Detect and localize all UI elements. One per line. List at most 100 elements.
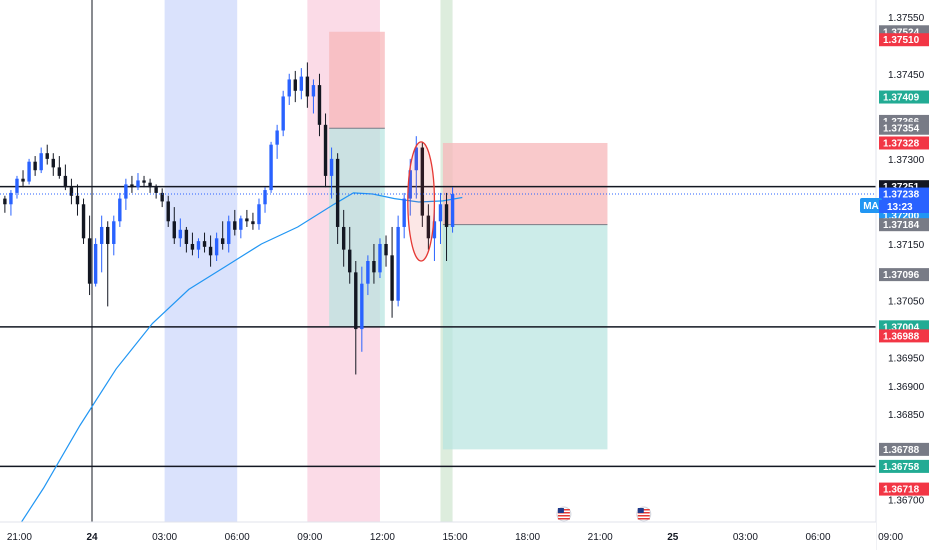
candle[interactable]: [39, 147, 43, 174]
candle-body: [63, 175, 68, 188]
candle[interactable]: [184, 226, 189, 253]
candle[interactable]: [154, 184, 158, 199]
price-badge: 1.37096: [879, 268, 929, 282]
candle[interactable]: [69, 178, 74, 205]
price-badge-label: 1.37200: [883, 211, 920, 222]
candle[interactable]: [287, 73, 291, 105]
candle-body: [227, 221, 231, 244]
candle[interactable]: [323, 113, 328, 188]
candle[interactable]: [166, 195, 170, 227]
candle[interactable]: [450, 187, 455, 233]
economic-event-flag-icon[interactable]: [556, 506, 572, 522]
candle-body: [311, 85, 316, 97]
candle[interactable]: [87, 215, 92, 296]
candle[interactable]: [3, 195, 7, 213]
candle[interactable]: [438, 192, 443, 244]
position-target-zone[interactable]: [442, 224, 608, 450]
position-stop-zone[interactable]: [442, 142, 608, 225]
candle[interactable]: [178, 218, 183, 247]
candle[interactable]: [57, 156, 62, 179]
candle[interactable]: [299, 68, 304, 100]
candle[interactable]: [305, 62, 310, 108]
price-badge: 1.37184: [879, 218, 929, 232]
candle[interactable]: [227, 215, 231, 253]
candle[interactable]: [378, 238, 382, 279]
candle[interactable]: [124, 178, 128, 210]
candle[interactable]: [444, 192, 449, 261]
candle[interactable]: [245, 209, 249, 227]
candle[interactable]: [33, 156, 37, 176]
candle[interactable]: [420, 141, 425, 227]
ma-indicator-tag[interactable]: [860, 198, 882, 213]
time-axis-background[interactable]: [0, 522, 876, 550]
candle[interactable]: [348, 226, 352, 284]
candle[interactable]: [75, 184, 80, 216]
candle[interactable]: [118, 192, 122, 227]
candle[interactable]: [136, 173, 140, 191]
candle[interactable]: [202, 232, 207, 253]
candle[interactable]: [112, 215, 116, 256]
candle[interactable]: [45, 144, 49, 165]
candle[interactable]: [390, 226, 394, 318]
candle[interactable]: [366, 255, 370, 296]
position-stop-zone[interactable]: [329, 31, 385, 129]
candle[interactable]: [293, 70, 297, 103]
candle[interactable]: [354, 261, 358, 375]
candle[interactable]: [160, 188, 164, 208]
candle-body: [281, 96, 285, 131]
candle[interactable]: [269, 141, 273, 193]
candle[interactable]: [311, 79, 316, 114]
candle[interactable]: [426, 204, 431, 250]
candle[interactable]: [93, 238, 98, 287]
candle[interactable]: [233, 209, 237, 236]
candle[interactable]: [239, 215, 243, 239]
session-highlight-asia[interactable]: [164, 0, 238, 522]
candle[interactable]: [251, 212, 255, 230]
candle[interactable]: [335, 153, 340, 244]
candle[interactable]: [263, 187, 267, 213]
candle[interactable]: [275, 124, 279, 159]
candle[interactable]: [329, 147, 334, 199]
candle[interactable]: [196, 238, 201, 259]
candle[interactable]: [51, 153, 55, 176]
candle[interactable]: [15, 175, 19, 199]
ma-indicator-label: MA: [863, 201, 879, 212]
price-badge-label: 1.37354: [883, 124, 920, 135]
candle[interactable]: [281, 90, 285, 137]
candle-body: [348, 249, 352, 273]
candle[interactable]: [9, 190, 13, 216]
candle[interactable]: [99, 215, 104, 273]
candle[interactable]: [220, 221, 225, 250]
candle-body: [33, 161, 37, 171]
candle[interactable]: [384, 235, 388, 267]
candle[interactable]: [208, 235, 213, 267]
candle[interactable]: [360, 266, 364, 352]
candle[interactable]: [148, 178, 152, 193]
candle[interactable]: [63, 164, 68, 191]
candle[interactable]: [402, 192, 406, 239]
candle[interactable]: [106, 221, 110, 307]
candle[interactable]: [396, 215, 400, 307]
candle[interactable]: [21, 170, 25, 188]
moving-average-line[interactable]: [4, 192, 463, 548]
price-badge-bg: [879, 459, 929, 473]
candle[interactable]: [130, 175, 134, 193]
candle[interactable]: [142, 175, 146, 188]
economic-event-flag-icon[interactable]: [636, 506, 652, 522]
candle[interactable]: [27, 158, 31, 185]
candle-body: [69, 187, 74, 196]
candle[interactable]: [190, 232, 195, 256]
ellipse-annotation[interactable]: [407, 141, 436, 262]
candle[interactable]: [81, 198, 86, 244]
candle[interactable]: [341, 209, 346, 267]
candle[interactable]: [372, 243, 376, 284]
candle[interactable]: [257, 198, 261, 230]
candle[interactable]: [317, 73, 322, 137]
candle-body: [118, 198, 122, 222]
candle[interactable]: [214, 232, 219, 261]
time-tick-label: 15:00: [442, 532, 467, 543]
candle-body: [39, 153, 43, 171]
candle[interactable]: [172, 207, 176, 244]
